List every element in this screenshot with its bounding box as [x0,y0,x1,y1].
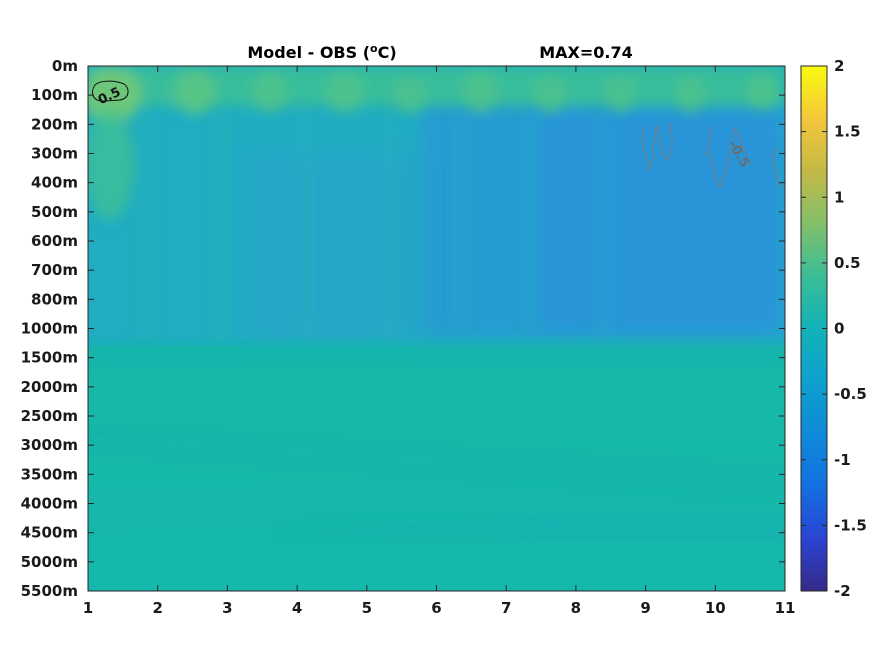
x-tick-label: 10 [705,599,726,617]
y-tick-label: 4000m [21,495,78,513]
heatmap-bottom-band [280,514,785,540]
y-tick-label: 3000m [21,436,78,454]
y-axis: 0m 100m 200m 300m 400m 500m 600m 700m 800m 1000m 1… [21,57,785,600]
y-tick-label: 600m [31,232,78,250]
x-tick-label: 5 [362,599,372,617]
x-tick-label: 2 [152,599,162,617]
y-tick-label: 3500m [21,465,78,483]
x-tick-label: 11 [775,599,796,617]
y-tick-label: 300m [31,145,78,163]
contour-negative-lines [642,121,783,190]
colorbar-tick-label: 1.5 [834,123,861,141]
y-tick-label: 2500m [21,407,78,425]
y-tick-label: 0m [52,57,78,75]
heatmap-vertical-streaks [140,110,609,340]
x-tick-label: 3 [222,599,232,617]
y-tick-label: 100m [31,86,78,104]
x-tick-label: 1 [83,599,93,617]
x-tick-label: 7 [501,599,511,617]
contour-positive-line [92,80,129,102]
y-tick-label: 200m [31,115,78,133]
y-tick-label: 5000m [21,553,78,571]
colorbar-ticks: 2 1.5 1 0.5 0 -0.5 -1 -1.5 -2 [801,57,867,600]
colorbar-tick-label: 0 [834,320,844,338]
colorbar-tick-label: -1 [834,451,851,469]
colorbar-tick-label: -0.5 [834,385,867,403]
y-tick-label: 800m [31,290,78,308]
x-axis: 1 2 3 4 5 6 7 8 9 10 11 [83,66,796,617]
colorbar-tick-label: 1 [834,188,844,206]
heatmap-deep-slope [88,430,785,495]
x-tick-label: 8 [571,599,581,617]
y-tick-label: 4500m [21,524,78,542]
max-annotation: MAX=0.74 [539,43,633,62]
y-tick-label: 1500m [21,349,78,367]
colorbar-tick-label: 2 [834,57,844,75]
heatmap-field [88,66,785,591]
y-tick-label: 1000m [21,320,78,338]
y-tick-label: 2000m [21,378,78,396]
heatmap-warm-surface [88,66,785,220]
colorbar-tick-label: -1.5 [834,516,867,534]
x-tick-label: 9 [640,599,650,617]
y-tick-label: 700m [31,261,78,279]
y-tick-label: 400m [31,174,78,192]
y-tick-label: 5500m [21,582,78,600]
heatmap-transition-band [88,340,785,370]
x-tick-label: 6 [431,599,441,617]
y-tick-label: 500m [31,203,78,221]
colorbar-tick-label: -2 [834,582,851,600]
chart-title: Model - OBS (oC) [247,42,396,62]
colorbar-tick-label: 0.5 [834,254,861,272]
heatmap-cool-pockets [250,100,785,340]
x-tick-label: 4 [292,599,302,617]
